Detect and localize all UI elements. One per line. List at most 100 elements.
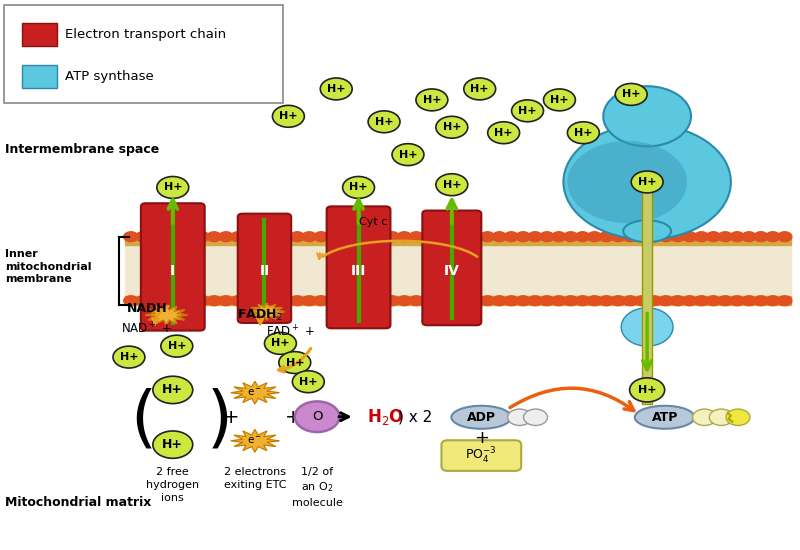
FancyBboxPatch shape [4,5,283,103]
Circle shape [742,296,756,306]
Circle shape [409,232,423,241]
Circle shape [266,232,281,241]
Circle shape [457,296,471,306]
Circle shape [552,296,566,306]
Circle shape [265,332,296,354]
Circle shape [508,409,531,426]
Text: Electron transport chain: Electron transport chain [65,28,226,41]
Text: H+: H+ [375,117,394,127]
Text: ATP: ATP [651,411,678,424]
Circle shape [113,346,145,368]
Text: FAD$^+$ +: FAD$^+$ + [266,324,315,339]
Circle shape [540,296,554,306]
Text: H+: H+ [518,106,537,116]
Circle shape [575,296,590,306]
Circle shape [615,84,647,106]
Circle shape [219,296,233,306]
Text: H+: H+ [279,111,298,122]
Circle shape [374,232,388,241]
Circle shape [543,89,575,111]
Circle shape [195,232,210,241]
Circle shape [504,232,518,241]
Circle shape [326,296,340,306]
Circle shape [230,232,245,241]
Circle shape [492,232,506,241]
Text: H+: H+ [622,90,641,100]
Circle shape [599,232,614,241]
Circle shape [421,232,435,241]
Bar [22,65,57,88]
FancyBboxPatch shape [442,440,521,471]
Bar [125,245,790,296]
Circle shape [457,232,471,241]
Circle shape [599,296,614,306]
Text: H+: H+ [550,95,569,105]
Circle shape [278,296,293,306]
Circle shape [658,296,673,306]
Circle shape [416,89,448,111]
Circle shape [623,296,638,306]
Circle shape [682,296,697,306]
Text: H+: H+ [327,84,346,94]
Circle shape [523,409,547,426]
Circle shape [670,296,685,306]
Circle shape [392,144,424,166]
Circle shape [492,296,506,306]
Circle shape [159,232,174,241]
Circle shape [278,232,293,241]
Circle shape [171,296,186,306]
Circle shape [350,296,364,306]
Circle shape [766,296,780,306]
Circle shape [230,296,245,306]
Circle shape [157,177,189,199]
Circle shape [528,232,542,241]
Circle shape [540,232,554,241]
Text: H+: H+ [286,358,304,367]
Bar [125,296,790,305]
Circle shape [254,232,269,241]
Circle shape [342,177,374,199]
Text: H+: H+ [638,385,656,395]
Circle shape [445,296,459,306]
Circle shape [147,232,162,241]
Circle shape [567,122,599,144]
Circle shape [433,296,447,306]
Text: H+: H+ [120,352,138,362]
Text: Cyt c: Cyt c [358,217,387,227]
Circle shape [386,232,399,241]
Circle shape [314,296,328,306]
Circle shape [563,296,578,306]
Text: PO$_4^{-3}$: PO$_4^{-3}$ [466,446,497,466]
Circle shape [754,232,768,241]
Circle shape [528,296,542,306]
Text: H+: H+ [470,84,489,94]
Circle shape [436,116,468,138]
Circle shape [611,296,626,306]
Circle shape [464,78,496,100]
Circle shape [611,232,626,241]
Text: Intermembrane space: Intermembrane space [6,142,160,156]
Circle shape [436,174,468,196]
Circle shape [552,232,566,241]
Circle shape [362,296,376,306]
Circle shape [567,141,687,223]
Circle shape [445,232,459,241]
FancyBboxPatch shape [326,206,390,328]
Text: ATP synthase: ATP synthase [65,70,154,83]
Circle shape [726,409,750,426]
Text: H+: H+ [494,128,513,138]
Circle shape [273,106,304,127]
Circle shape [195,296,210,306]
Text: H+: H+ [398,150,418,160]
Circle shape [718,296,733,306]
Text: +: + [285,408,301,427]
Circle shape [670,232,685,241]
Circle shape [630,378,665,402]
Circle shape [694,232,709,241]
Circle shape [136,296,150,306]
Text: ADP: ADP [467,411,496,424]
Circle shape [706,232,721,241]
Circle shape [587,296,602,306]
Bar [125,236,790,245]
Circle shape [754,296,768,306]
